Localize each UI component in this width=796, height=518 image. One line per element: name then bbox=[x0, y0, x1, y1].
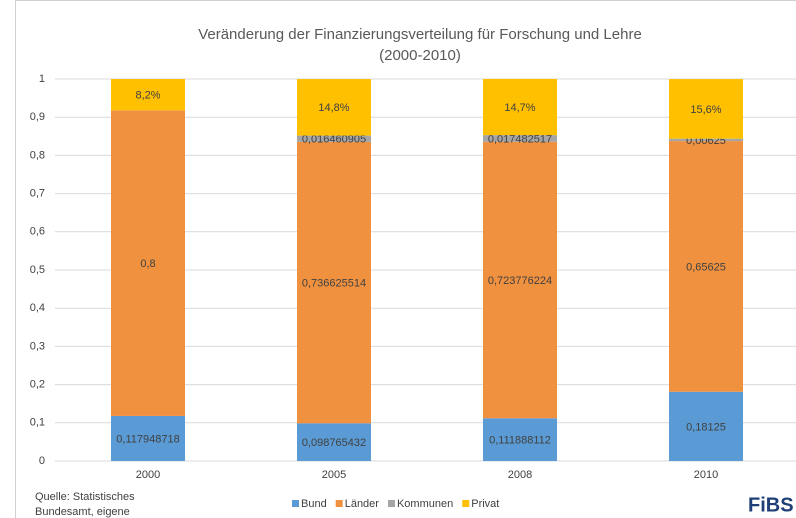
bar-segment bbox=[483, 135, 557, 142]
bar-segment bbox=[669, 391, 743, 461]
bar-segment bbox=[483, 78, 557, 136]
data-label: 0,111888112 bbox=[489, 435, 551, 447]
data-label: 14,8% bbox=[318, 102, 349, 114]
logo-bg bbox=[742, 490, 796, 518]
x-tick-label: 2008 bbox=[508, 469, 532, 481]
bar-segment bbox=[483, 418, 557, 461]
y-tick-label: 0,2 bbox=[30, 379, 45, 391]
bar-segment bbox=[669, 79, 743, 139]
bar-segment bbox=[297, 423, 371, 461]
bar-segment bbox=[483, 141, 557, 419]
legend-label: Länder bbox=[345, 498, 380, 510]
bar-segment bbox=[111, 415, 185, 461]
y-tick-label: 0,8 bbox=[30, 149, 45, 161]
chart-title: Veränderung der Finanzierungsverteilung … bbox=[198, 26, 642, 43]
y-tick-label: 0,1 bbox=[30, 417, 45, 429]
logo: FiBS bbox=[748, 494, 794, 516]
bar-segment bbox=[297, 141, 371, 424]
y-tick-label: 0,3 bbox=[30, 340, 45, 352]
y-tick-label: 0,5 bbox=[30, 264, 45, 276]
bar-segment bbox=[669, 141, 743, 392]
legend-swatch bbox=[292, 500, 299, 507]
bar-segment bbox=[669, 138, 743, 142]
data-label: 0,736625514 bbox=[302, 277, 366, 289]
data-label: 0,016460905 bbox=[302, 134, 366, 146]
y-tick-label: 0 bbox=[39, 455, 45, 467]
x-tick-label: 2005 bbox=[322, 469, 346, 481]
legend-label: Kommunen bbox=[397, 498, 453, 510]
y-tick-label: 0,7 bbox=[30, 188, 45, 200]
legend-swatch bbox=[462, 500, 470, 507]
data-label: 0,098765432 bbox=[302, 437, 366, 449]
bar-segment bbox=[297, 135, 371, 142]
y-tick-label: 1 bbox=[39, 73, 45, 85]
data-label: 0,017482517 bbox=[488, 133, 552, 145]
chart-subtitle: (2000-2010) bbox=[379, 47, 461, 64]
legend-label: Bund bbox=[301, 498, 327, 510]
data-label: 14,7% bbox=[504, 102, 535, 114]
bar-segment bbox=[111, 79, 185, 111]
legend-swatch bbox=[335, 500, 343, 507]
y-tick-label: 0,9 bbox=[30, 111, 45, 123]
legend-label: Privat bbox=[471, 498, 499, 510]
x-tick-label: 2010 bbox=[694, 469, 718, 481]
bar-segment bbox=[111, 110, 185, 416]
y-tick-label: 0,4 bbox=[30, 302, 45, 314]
data-label: 15,6% bbox=[690, 104, 721, 116]
source-line: Bundesamt, eigene bbox=[35, 506, 130, 518]
data-label: 0,8 bbox=[140, 258, 155, 270]
x-tick-label: 2000 bbox=[136, 469, 160, 481]
bar-segment bbox=[297, 79, 371, 136]
data-label: 8,2% bbox=[135, 90, 160, 102]
data-label: 0,723776224 bbox=[488, 275, 552, 287]
data-label: 0,117948718 bbox=[116, 433, 179, 445]
y-tick-label: 0,6 bbox=[30, 226, 45, 238]
source-line: Quelle: Statistisches bbox=[35, 491, 135, 503]
data-label: 0,18125 bbox=[686, 421, 726, 433]
legend-swatch bbox=[387, 500, 395, 507]
data-label: 0,65625 bbox=[686, 261, 726, 273]
